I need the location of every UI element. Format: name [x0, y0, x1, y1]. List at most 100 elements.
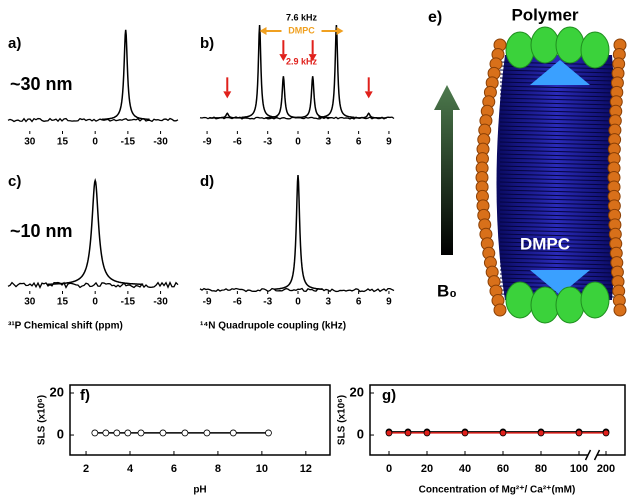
polymer-blob: [530, 286, 560, 324]
arrow-head: [364, 91, 373, 99]
polymer-blob: [530, 26, 560, 64]
lipid-stripe: [499, 205, 616, 210]
x-tick-label: 200: [597, 463, 615, 475]
peak: [350, 112, 387, 119]
lipid-stripe: [499, 169, 616, 174]
x-tick-label: 60: [497, 463, 509, 475]
lipid-stripe: [499, 249, 616, 254]
polymer-blob: [555, 26, 585, 64]
x-axis-title: ¹⁴N Quadrupole coupling (kHz): [200, 321, 346, 332]
x-tick-label: -15: [121, 297, 136, 308]
bracket-head: [336, 27, 344, 35]
x-tick-label: 2: [83, 463, 89, 475]
annotation: 2.9 kHz: [286, 56, 318, 66]
x-tick-label: 9: [386, 297, 392, 308]
arrow-head: [223, 91, 232, 99]
y-axis-title: SLS (x10⁶): [37, 395, 48, 445]
lipid-stripe: [499, 225, 616, 230]
x-tick-label: 6: [171, 463, 177, 475]
panel-label: b): [200, 35, 214, 52]
lipid-stripe: [499, 237, 616, 242]
x-tick-label: 6: [356, 297, 362, 308]
plot-frame: [369, 384, 626, 456]
polymer-blob: [555, 286, 585, 324]
headgroup: [530, 60, 590, 85]
lipid-stripe: [499, 253, 616, 258]
lipid-stripe: [499, 181, 616, 186]
lipid-stripe: [499, 161, 616, 166]
x-tick-label: 100: [570, 463, 588, 475]
data-point: [461, 429, 469, 437]
panel-label: d): [200, 173, 214, 190]
lipid-stripe: [499, 213, 616, 218]
lipid-stripe: [499, 217, 616, 222]
lipid-stripe: [499, 89, 616, 94]
x-tick-label: -15: [121, 137, 136, 148]
lipid-stripe: [499, 117, 616, 122]
lipid-stripe: [499, 209, 616, 214]
data-point: [124, 429, 132, 437]
data-point: [423, 429, 431, 437]
x-tick-label: 0: [92, 137, 98, 148]
lipid-stripe: [499, 165, 616, 170]
lipid-stripe: [499, 97, 616, 102]
y-tick-label: 0: [57, 426, 64, 441]
arrow-head: [279, 54, 288, 62]
panel-e: e) Polymer B₀ DMPC: [428, 5, 627, 324]
x-tick-label: -6: [233, 297, 242, 308]
lipid-stripe: [499, 149, 616, 154]
x-tick-label: -6: [233, 137, 242, 148]
x-tick-label: 10: [256, 463, 268, 475]
lipid-stripe: [499, 113, 616, 118]
polymer-blob: [505, 281, 535, 319]
data-point: [602, 429, 610, 437]
polymer-blob: [580, 31, 610, 69]
x-tick-label: 80: [535, 463, 547, 475]
data-point: [113, 429, 121, 437]
lipid-stripe: [499, 105, 616, 110]
x-tick-label: 3: [326, 137, 332, 148]
baseline-noise: [199, 287, 395, 293]
size-label: ~10 nm: [10, 221, 73, 241]
lipid-stripe: [499, 109, 616, 114]
data-point: [229, 429, 237, 437]
polymer-label: Polymer: [511, 5, 578, 24]
x-tick-label: 0: [295, 137, 301, 148]
data-point: [102, 429, 110, 437]
size-label: ~30 nm: [10, 74, 73, 94]
peak: [101, 29, 150, 121]
bracket-head: [259, 27, 267, 35]
lipid-stripe: [499, 93, 616, 98]
polymer-bead: [613, 303, 627, 317]
arrow-head: [308, 54, 317, 62]
lipid-stripe: [499, 177, 616, 182]
baseline-noise: [7, 280, 179, 290]
x-tick-label: -9: [203, 297, 212, 308]
data-point: [265, 429, 272, 437]
y-tick-label: 20: [350, 384, 364, 399]
break-mark: [584, 449, 592, 461]
panel-label: c): [8, 173, 21, 190]
peak: [209, 112, 246, 119]
x-tick-label: 15: [57, 297, 69, 308]
peak: [241, 24, 278, 119]
peak: [47, 177, 144, 286]
peak: [265, 76, 302, 119]
x-tick-label: 40: [459, 463, 471, 475]
x-tick-label: 15: [57, 137, 69, 148]
nanodisc: [475, 26, 627, 324]
polymer-bead: [493, 303, 507, 317]
x-tick-label: -30: [153, 137, 168, 148]
lipid-stripe: [499, 157, 616, 162]
x-tick-label: 0: [295, 297, 301, 308]
lipid-stripe: [499, 153, 616, 158]
y-axis-title: SLS (x10⁶): [337, 395, 348, 445]
lipid-stripe: [499, 241, 616, 246]
x-tick-label: 3: [326, 297, 332, 308]
lipid-stripe: [499, 229, 616, 234]
plot-frame: [69, 384, 331, 456]
data-point: [203, 429, 211, 437]
x-tick-label: 8: [215, 463, 221, 475]
lipid-stripe: [499, 145, 616, 150]
